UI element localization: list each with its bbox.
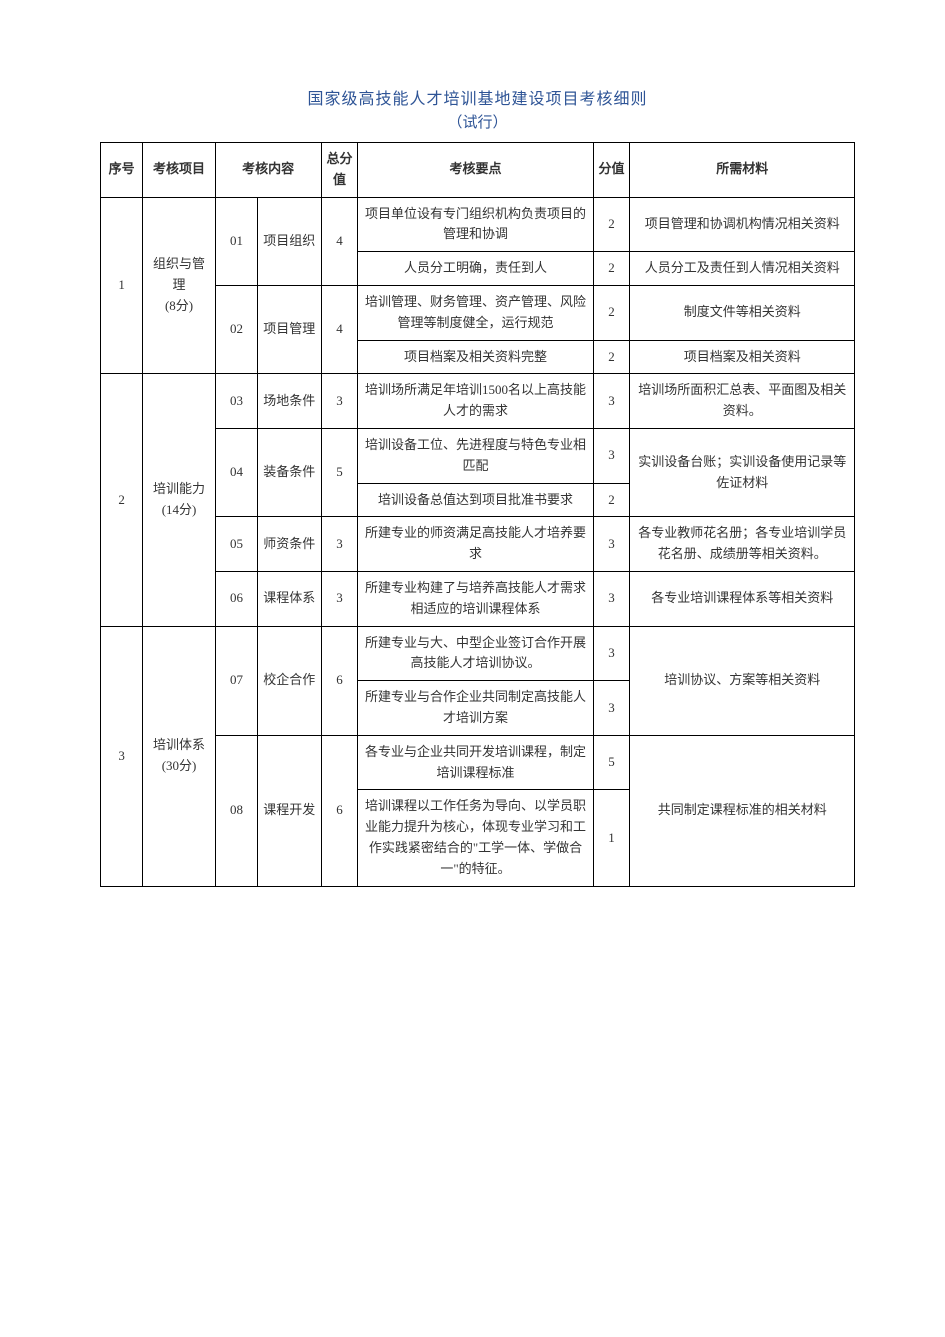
material-cell: 培训协议、方案等相关资料 — [630, 626, 855, 735]
project-cell: 组织与管理(8分) — [143, 197, 216, 374]
material-cell: 项目档案及相关资料 — [630, 340, 855, 374]
page-title: 国家级高技能人才培训基地建设项目考核细则 — [100, 85, 855, 109]
point-cell: 各专业与企业共同开发培训课程，制定培训课程标准 — [358, 735, 593, 790]
material-cell: 制度文件等相关资料 — [630, 285, 855, 340]
point-cell: 所建专业构建了与培养高技能人才需求相适应的培训课程体系 — [358, 571, 593, 626]
project-cell: 培训能力(14分) — [143, 374, 216, 626]
seq-cell: 3 — [101, 626, 143, 886]
idx-cell: 01 — [215, 197, 257, 285]
material-cell: 各专业教师花名册；各专业培训学员花名册、成绩册等相关资料。 — [630, 517, 855, 572]
point-cell: 项目单位设有专门组织机构负责项目的管理和协调 — [358, 197, 593, 252]
table-header-row: 序号 考核项目 考核内容 总分值 考核要点 分值 所需材料 — [101, 143, 855, 198]
total-cell: 4 — [321, 197, 358, 285]
content-cell: 装备条件 — [258, 428, 321, 516]
score-cell: 2 — [593, 285, 630, 340]
idx-cell: 04 — [215, 428, 257, 516]
score-cell: 1 — [593, 790, 630, 886]
table-row: 3 培训体系(30分) 07 校企合作 6 所建专业与大、中型企业签订合作开展高… — [101, 626, 855, 681]
material-cell: 实训设备台账；实训设备使用记录等佐证材料 — [630, 428, 855, 516]
point-cell: 项目档案及相关资料完整 — [358, 340, 593, 374]
score-cell: 2 — [593, 252, 630, 286]
content-cell: 校企合作 — [258, 626, 321, 735]
table-row: 2 培训能力(14分) 03 场地条件 3 培训场所满足年培训1500名以上高技… — [101, 374, 855, 429]
project-cell: 培训体系(30分) — [143, 626, 216, 886]
material-cell: 项目管理和协调机构情况相关资料 — [630, 197, 855, 252]
idx-cell: 03 — [215, 374, 257, 429]
idx-cell: 08 — [215, 735, 257, 886]
score-cell: 3 — [593, 571, 630, 626]
content-cell: 场地条件 — [258, 374, 321, 429]
idx-cell: 06 — [215, 571, 257, 626]
material-cell: 人员分工及责任到人情况相关资料 — [630, 252, 855, 286]
point-cell: 培训场所满足年培训1500名以上高技能人才的需求 — [358, 374, 593, 429]
material-cell: 共同制定课程标准的相关材料 — [630, 735, 855, 886]
score-cell: 3 — [593, 681, 630, 736]
header-seq: 序号 — [101, 143, 143, 198]
content-cell: 课程开发 — [258, 735, 321, 886]
point-cell: 所建专业与合作企业共同制定高技能人才培训方案 — [358, 681, 593, 736]
point-cell: 培训设备工位、先进程度与特色专业相匹配 — [358, 428, 593, 483]
header-total: 总分值 — [321, 143, 358, 198]
score-cell: 3 — [593, 428, 630, 483]
header-content: 考核内容 — [215, 143, 321, 198]
point-cell: 培训设备总值达到项目批准书要求 — [358, 483, 593, 517]
idx-cell: 05 — [215, 517, 257, 572]
material-cell: 各专业培训课程体系等相关资料 — [630, 571, 855, 626]
score-cell: 2 — [593, 340, 630, 374]
header-point: 考核要点 — [358, 143, 593, 198]
score-cell: 5 — [593, 735, 630, 790]
point-cell: 所建专业的师资满足高技能人才培养要求 — [358, 517, 593, 572]
seq-cell: 2 — [101, 374, 143, 626]
point-cell: 人员分工明确，责任到人 — [358, 252, 593, 286]
header-material: 所需材料 — [630, 143, 855, 198]
total-cell: 6 — [321, 626, 358, 735]
total-cell: 6 — [321, 735, 358, 886]
content-cell: 师资条件 — [258, 517, 321, 572]
header-score: 分值 — [593, 143, 630, 198]
score-cell: 2 — [593, 197, 630, 252]
table-row: 1 组织与管理(8分) 01 项目组织 4 项目单位设有专门组织机构负责项目的管… — [101, 197, 855, 252]
content-cell: 课程体系 — [258, 571, 321, 626]
idx-cell: 07 — [215, 626, 257, 735]
seq-cell: 1 — [101, 197, 143, 374]
idx-cell: 02 — [215, 285, 257, 373]
point-cell: 所建专业与大、中型企业签订合作开展高技能人才培训协议。 — [358, 626, 593, 681]
score-cell: 3 — [593, 626, 630, 681]
total-cell: 4 — [321, 285, 358, 373]
total-cell: 3 — [321, 374, 358, 429]
content-cell: 项目管理 — [258, 285, 321, 373]
total-cell: 5 — [321, 428, 358, 516]
page-subtitle: （试行） — [100, 111, 855, 132]
assessment-table: 序号 考核项目 考核内容 总分值 考核要点 分值 所需材料 1 组织与管理(8分… — [100, 142, 855, 887]
point-cell: 培训课程以工作任务为导向、以学员职业能力提升为核心，体现专业学习和工作实践紧密结… — [358, 790, 593, 886]
score-cell: 3 — [593, 374, 630, 429]
score-cell: 2 — [593, 483, 630, 517]
content-cell: 项目组织 — [258, 197, 321, 285]
total-cell: 3 — [321, 571, 358, 626]
header-project: 考核项目 — [143, 143, 216, 198]
point-cell: 培训管理、财务管理、资产管理、风险管理等制度健全，运行规范 — [358, 285, 593, 340]
score-cell: 3 — [593, 517, 630, 572]
total-cell: 3 — [321, 517, 358, 572]
material-cell: 培训场所面积汇总表、平面图及相关资料。 — [630, 374, 855, 429]
